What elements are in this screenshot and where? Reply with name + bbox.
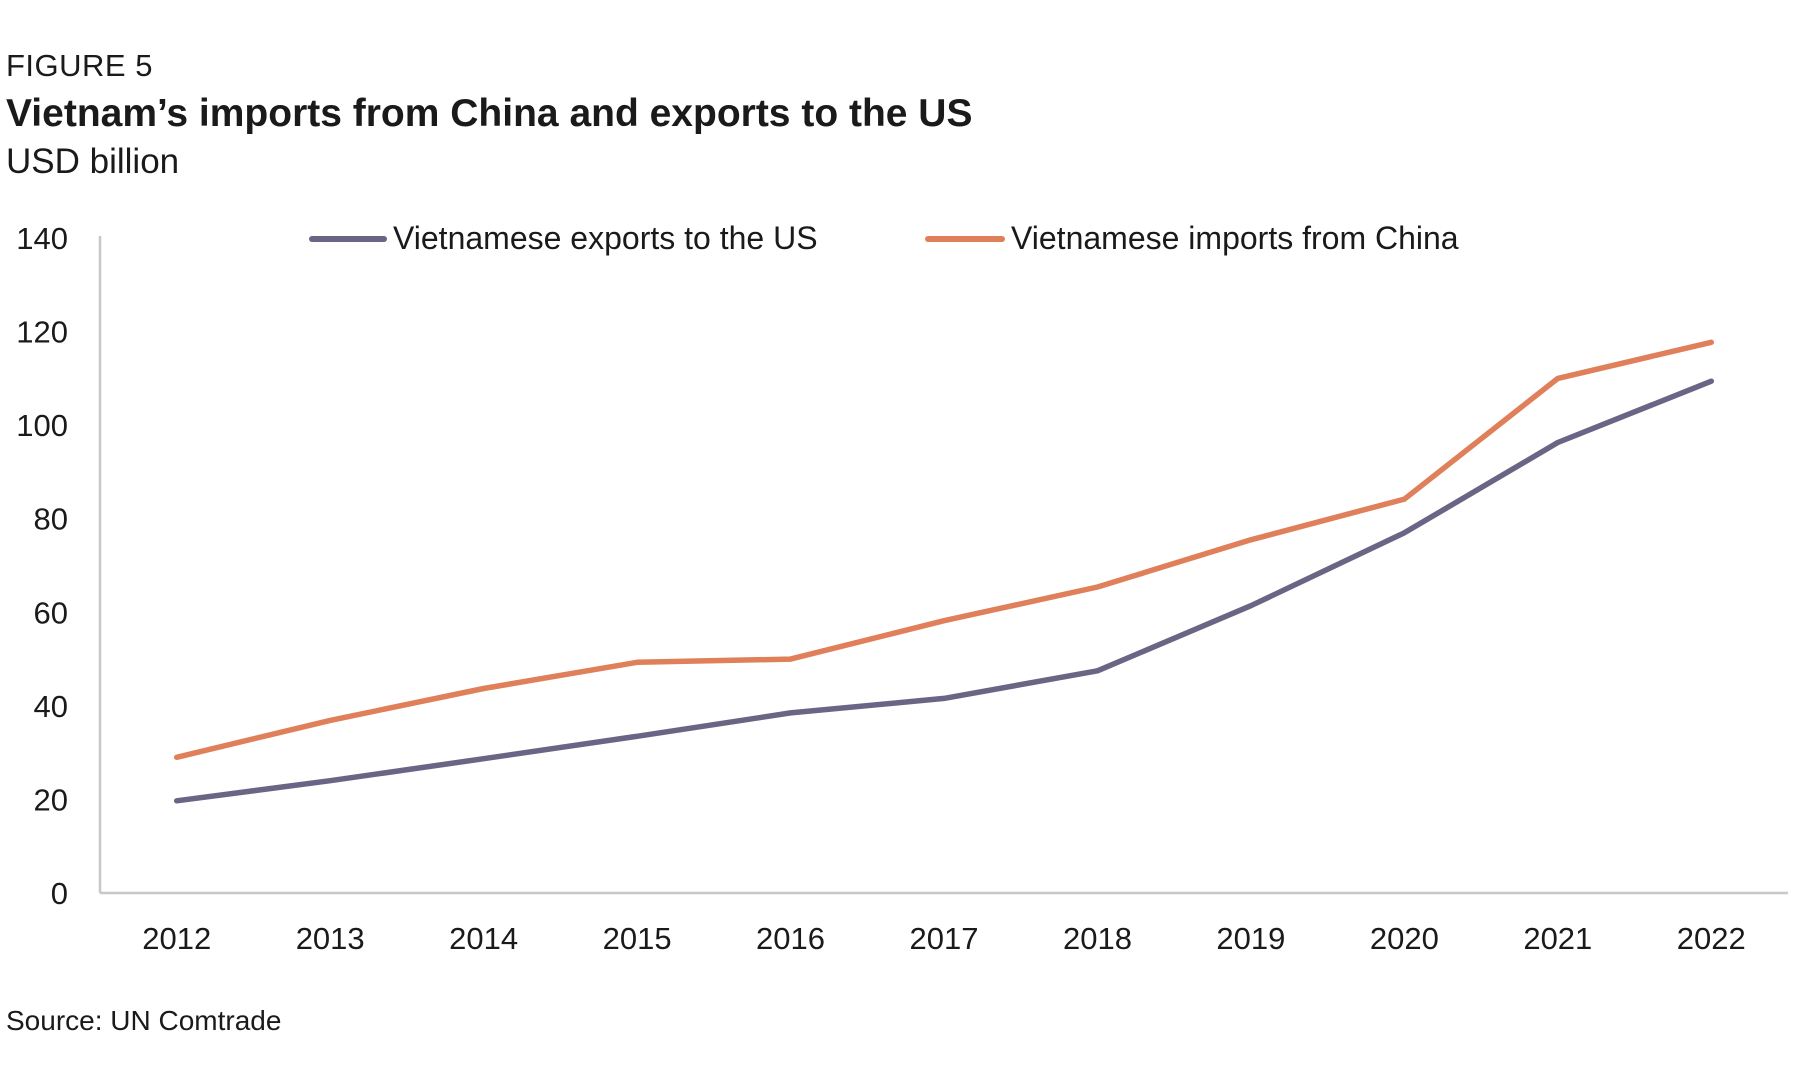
y-tick-label: 0 (51, 876, 68, 911)
x-tick-label: 2016 (756, 921, 825, 956)
x-axis-ticks: 2012 2013 2014 2015 2016 2017 2018 2019 2020 2021… (142, 921, 1746, 956)
chart-legend: Vietnamese exports to the US Vietnamese i… (309, 220, 1459, 256)
x-tick-label: 2012 (142, 921, 211, 956)
legend-label: Vietnamese imports from China (1011, 220, 1459, 256)
y-tick-label: 80 (34, 502, 68, 537)
x-tick-label: 2013 (296, 921, 365, 956)
x-tick-label: 2020 (1370, 921, 1439, 956)
figure-label: FIGURE 5 (6, 48, 153, 83)
chart-series-lines (173, 339, 1715, 804)
legend-label: Vietnamese exports to the US (393, 220, 818, 256)
x-tick-label: 2014 (449, 921, 518, 956)
chart-axes (98, 236, 1788, 895)
chart-title: Vietnam’s imports from China and exports… (6, 92, 973, 135)
y-tick-label: 140 (16, 221, 68, 256)
y-tick-label: 120 (16, 315, 68, 350)
series-line-exports-us (173, 378, 1715, 804)
y-tick-label: 100 (16, 408, 68, 443)
chart-subtitle: USD billion (6, 142, 180, 181)
source-note: Source: UN Comtrade (6, 1005, 282, 1036)
x-tick-label: 2015 (603, 921, 672, 956)
y-tick-label: 40 (34, 689, 68, 724)
y-tick-label: 20 (34, 782, 68, 817)
x-tick-label: 2017 (910, 921, 979, 956)
y-tick-label: 60 (34, 595, 68, 630)
series-line-imports-china (173, 339, 1715, 761)
x-tick-label: 2022 (1677, 921, 1746, 956)
x-tick-label: 2021 (1523, 921, 1592, 956)
x-tick-label: 2018 (1063, 921, 1132, 956)
x-tick-label: 2019 (1216, 921, 1285, 956)
y-axis-ticks: 0 20 40 60 80 100 120 140 (16, 221, 68, 911)
